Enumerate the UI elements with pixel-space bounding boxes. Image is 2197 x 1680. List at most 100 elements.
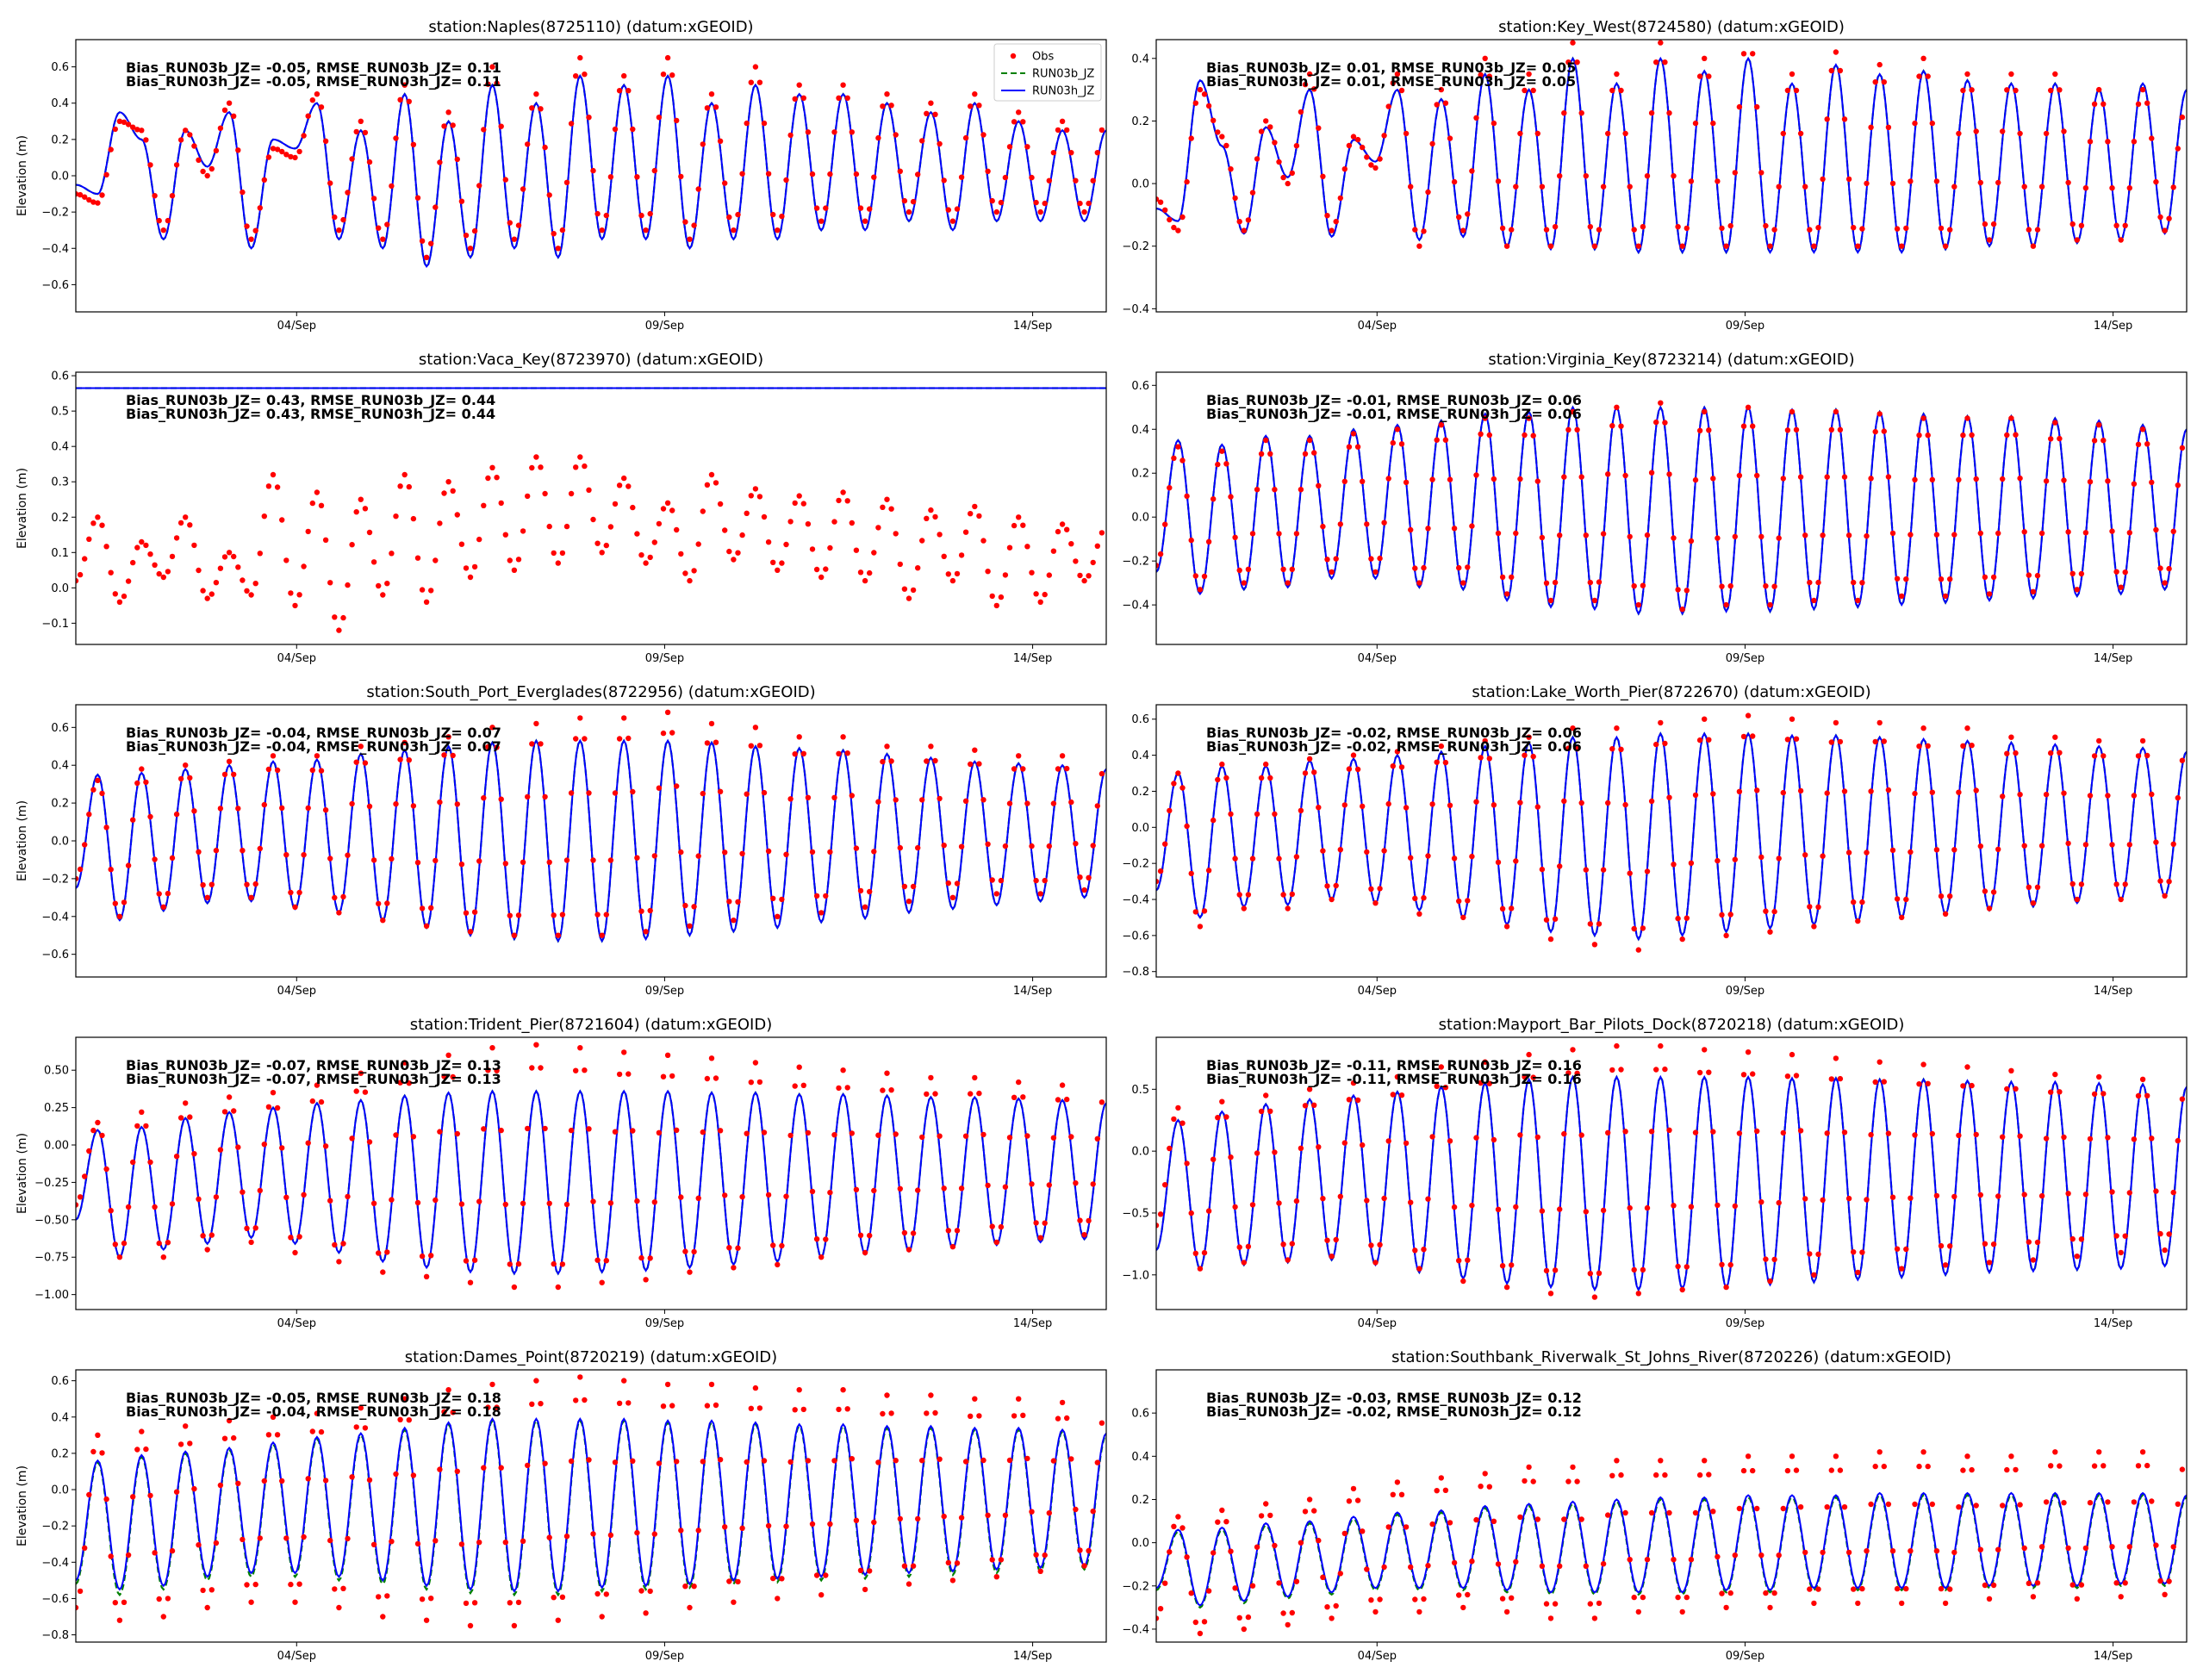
obs-point [2162, 1591, 2168, 1598]
obs-point [1851, 1586, 1857, 1592]
obs-point [546, 1200, 552, 1207]
obs-point [1276, 159, 1282, 165]
obs-point [713, 480, 719, 486]
obs-point [647, 907, 653, 914]
obs-point [1341, 478, 1348, 484]
obs-point [353, 759, 359, 765]
obs-point [559, 227, 566, 233]
obs-point [568, 1458, 575, 1465]
obs-point [910, 883, 917, 890]
obs-point [1723, 1284, 1729, 1291]
obs-point [1403, 1140, 1410, 1147]
obs-point [221, 1435, 228, 1441]
obs-point [2135, 753, 2142, 759]
obs-point [1249, 1202, 1256, 1208]
obs-point [551, 231, 557, 237]
obs-point [1916, 1463, 1922, 1470]
obs-point [1482, 415, 1488, 421]
obs-point [1754, 1505, 1760, 1512]
obs-point [1451, 526, 1458, 532]
obs-point [573, 1067, 579, 1073]
obs-point [112, 1241, 118, 1248]
obs-point [2101, 1463, 2107, 1469]
obs-point [972, 1396, 978, 1402]
obs-point [1679, 1608, 1685, 1615]
obs-point [2087, 479, 2094, 485]
obs-point [1547, 1615, 1554, 1621]
obs-point [586, 790, 592, 796]
obs-point [1583, 532, 1590, 538]
obs-point [1618, 87, 1624, 94]
obs-point [717, 138, 724, 144]
obs-point [244, 223, 250, 229]
obs-point [949, 218, 956, 224]
obs-point [1969, 432, 1975, 439]
obs-point [183, 1423, 189, 1429]
obs-point [1719, 912, 1725, 918]
obs-point [187, 132, 193, 138]
obs-point [2052, 71, 2058, 78]
obs-point [1644, 532, 1651, 538]
obs-point [893, 1458, 899, 1464]
obs-point [1478, 431, 1484, 437]
obs-point [489, 464, 495, 470]
obs-point [634, 1529, 640, 1536]
stats-line: Bias_RUN03b_JZ= -0.05, RMSE_RUN03b_JZ= 0… [126, 1390, 501, 1406]
obs-point [546, 523, 552, 530]
obs-point [831, 129, 837, 135]
obs-point [529, 1065, 535, 1071]
obs-point [647, 554, 653, 561]
obs-point [318, 502, 325, 508]
obs-point [1341, 1140, 1348, 1146]
obs-point [1442, 100, 1449, 106]
obs-point [1333, 882, 1339, 889]
obs-point [231, 771, 237, 778]
obs-point [976, 513, 982, 520]
obs-point [968, 511, 974, 517]
obs-point [2026, 1239, 2032, 1245]
obs-point [1267, 775, 1273, 781]
obs-point [2065, 529, 2071, 535]
obs-point [1605, 471, 1611, 477]
obs-point [1276, 1580, 1282, 1586]
obs-point [248, 592, 254, 598]
obs-point [1486, 756, 1493, 762]
obs-point [2043, 1136, 2050, 1142]
obs-point [2034, 884, 2041, 891]
obs-point [1719, 583, 1725, 589]
obs-point [1167, 1145, 1173, 1152]
obs-point [1267, 1108, 1273, 1115]
obs-point [533, 454, 539, 460]
obs-point [301, 133, 307, 139]
obs-point [1188, 870, 1194, 877]
obs-point [937, 140, 943, 147]
obs-point [288, 590, 294, 596]
obs-point [1425, 853, 1431, 859]
obs-point [1745, 404, 1752, 410]
obs-point [1933, 1548, 1940, 1554]
obs-point [1201, 573, 1208, 580]
obs-point [1833, 719, 1839, 726]
obs-point [1771, 908, 1777, 915]
obs-point [1429, 801, 1435, 807]
obs-point [1311, 769, 1317, 775]
obs-point [1254, 156, 1260, 162]
obs-point [1350, 1485, 1357, 1492]
obs-point [362, 1089, 369, 1095]
obs-point [1372, 165, 1379, 171]
obs-point [1522, 752, 1528, 758]
obs-point [989, 593, 995, 600]
obs-point [1179, 457, 1186, 464]
obs-point [1197, 924, 1204, 930]
obs-point [647, 210, 653, 217]
obs-point [156, 570, 162, 577]
obs-point [735, 899, 741, 905]
obs-point [445, 109, 451, 115]
obs-point [520, 1538, 526, 1545]
obs-point [173, 1489, 180, 1495]
obs-point [1679, 243, 1685, 249]
obs-point [2038, 843, 2045, 849]
obs-point [603, 1591, 609, 1597]
obs-point [160, 574, 166, 581]
obs-point [1889, 847, 1896, 854]
